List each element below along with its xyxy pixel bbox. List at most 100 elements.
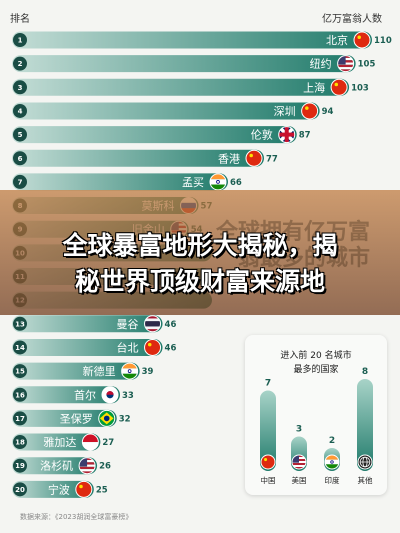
id-flag	[81, 433, 99, 451]
bar-row: 7 孟买 66	[12, 173, 242, 191]
city-label: 宁波	[48, 482, 70, 496]
in-flag	[121, 362, 139, 380]
rank-label: 19	[15, 462, 25, 470]
in-flag	[324, 454, 340, 470]
bar-row: 4 深圳 94	[12, 102, 334, 120]
rank-circle	[13, 33, 27, 47]
value-label: 33	[122, 391, 134, 401]
value-label: 103	[351, 83, 369, 93]
cn-flag	[260, 454, 276, 470]
column-value-label: 3	[296, 425, 302, 435]
bar	[12, 173, 228, 191]
rank-circle	[13, 80, 27, 95]
rank-circle	[13, 151, 27, 166]
bar-row: 5 伦敦 87	[12, 126, 311, 144]
source-note: 数据来源：《2023胡润全球富豪榜》	[20, 513, 133, 521]
column-value-label: 7	[265, 379, 271, 389]
bar-row: 1 北京 110	[12, 31, 392, 49]
bar-row: 18 雅加达 27	[12, 433, 114, 451]
br-flag	[98, 409, 116, 427]
rank-label: 6	[18, 155, 23, 163]
country-inset-card: 进入前 20 名城市 最多的国家 7 中国 3 美国 2 印度 8 其他	[245, 335, 387, 495]
us-flag	[78, 457, 96, 475]
bar	[12, 338, 163, 356]
rank-label: 17	[15, 415, 25, 423]
count-header: 亿万富翁人数	[322, 14, 382, 25]
bar	[12, 409, 117, 427]
cn-flag	[330, 78, 348, 96]
rank-circle	[13, 387, 27, 402]
value-label: 110	[374, 36, 392, 46]
rank-label: 4	[18, 107, 23, 115]
city-label: 台北	[117, 340, 139, 354]
kr-flag	[101, 386, 119, 404]
column-category-label: 其他	[358, 475, 373, 485]
city-label: 纽约	[310, 57, 332, 71]
rank-circle	[13, 482, 27, 497]
value-label: 32	[119, 414, 131, 424]
bar-row: 16 首尔 33	[12, 386, 134, 404]
rank-header: 排名	[10, 14, 30, 25]
city-label: 曼谷	[117, 318, 139, 331]
cn-flag	[75, 480, 93, 498]
value-label: 94	[322, 107, 334, 117]
inset-title: 进入前 20 名城市 最多的国家	[245, 349, 387, 377]
city-label: 伦敦	[251, 128, 273, 142]
city-label: 首尔	[74, 388, 96, 402]
bar	[12, 126, 297, 144]
cn-flag	[245, 149, 263, 167]
title-overlay	[0, 190, 400, 315]
rank-label: 13	[15, 320, 25, 328]
rank-label: 7	[18, 178, 23, 186]
value-label: 26	[99, 462, 111, 472]
us-flag	[291, 454, 307, 470]
bar-row: 19 洛杉矶 26	[12, 457, 111, 475]
rank-label: 1	[18, 37, 23, 45]
title-line-2: 秘世界顶级财富来源地	[74, 267, 325, 296]
bar-row: 17 圣保罗 32	[12, 409, 131, 427]
bar	[12, 31, 372, 49]
rank-label: 20	[15, 486, 25, 494]
bar-row: 15 新德里 39	[12, 362, 154, 380]
rank-circle	[13, 174, 27, 189]
column-category-label: 中国	[261, 475, 276, 485]
value-label: 25	[96, 485, 108, 495]
bar	[12, 102, 320, 120]
city-label: 深圳	[274, 105, 296, 118]
background-title: 全球拥有亿万富翁最多的城市	[215, 220, 370, 272]
city-label: 雅加达	[43, 435, 76, 449]
rank-circle	[13, 364, 27, 379]
rank-label: 15	[15, 368, 25, 376]
rank-label: 18	[15, 439, 25, 447]
rank-label: 3	[18, 84, 23, 92]
rank-label: 14	[15, 344, 25, 352]
bar	[12, 433, 101, 451]
inset-title-line-1: 进入前 20 名城市	[280, 351, 352, 361]
bar	[12, 315, 163, 333]
column-category-label: 印度	[325, 475, 340, 485]
bar-row: 2 纽约 105	[12, 55, 376, 73]
value-label: 105	[358, 60, 376, 70]
inset-title-line-2: 最多的国家	[293, 365, 339, 375]
value-label: 66	[230, 178, 242, 188]
country-chart: 7 中国 3 美国 2 印度 8 其他	[260, 367, 373, 485]
bar-row: 3 上海 103	[12, 78, 369, 96]
column-category-label: 美国	[292, 475, 307, 485]
globe-icon	[357, 454, 373, 470]
uk-flag	[278, 126, 296, 144]
th-flag	[144, 315, 162, 333]
bar	[12, 480, 94, 498]
bar-row: 14 台北 46	[12, 338, 176, 356]
column-bar	[357, 379, 373, 471]
rank-circle	[13, 56, 27, 71]
city-label: 北京	[326, 33, 348, 47]
in-flag	[209, 173, 227, 191]
bar	[12, 386, 120, 404]
rank-label: 16	[15, 391, 25, 399]
column-value-label: 8	[362, 367, 368, 377]
title-line-1: 全球暴富地形大揭秘，揭	[62, 231, 338, 260]
rank-circle	[13, 340, 27, 355]
cn-flag	[353, 31, 371, 49]
